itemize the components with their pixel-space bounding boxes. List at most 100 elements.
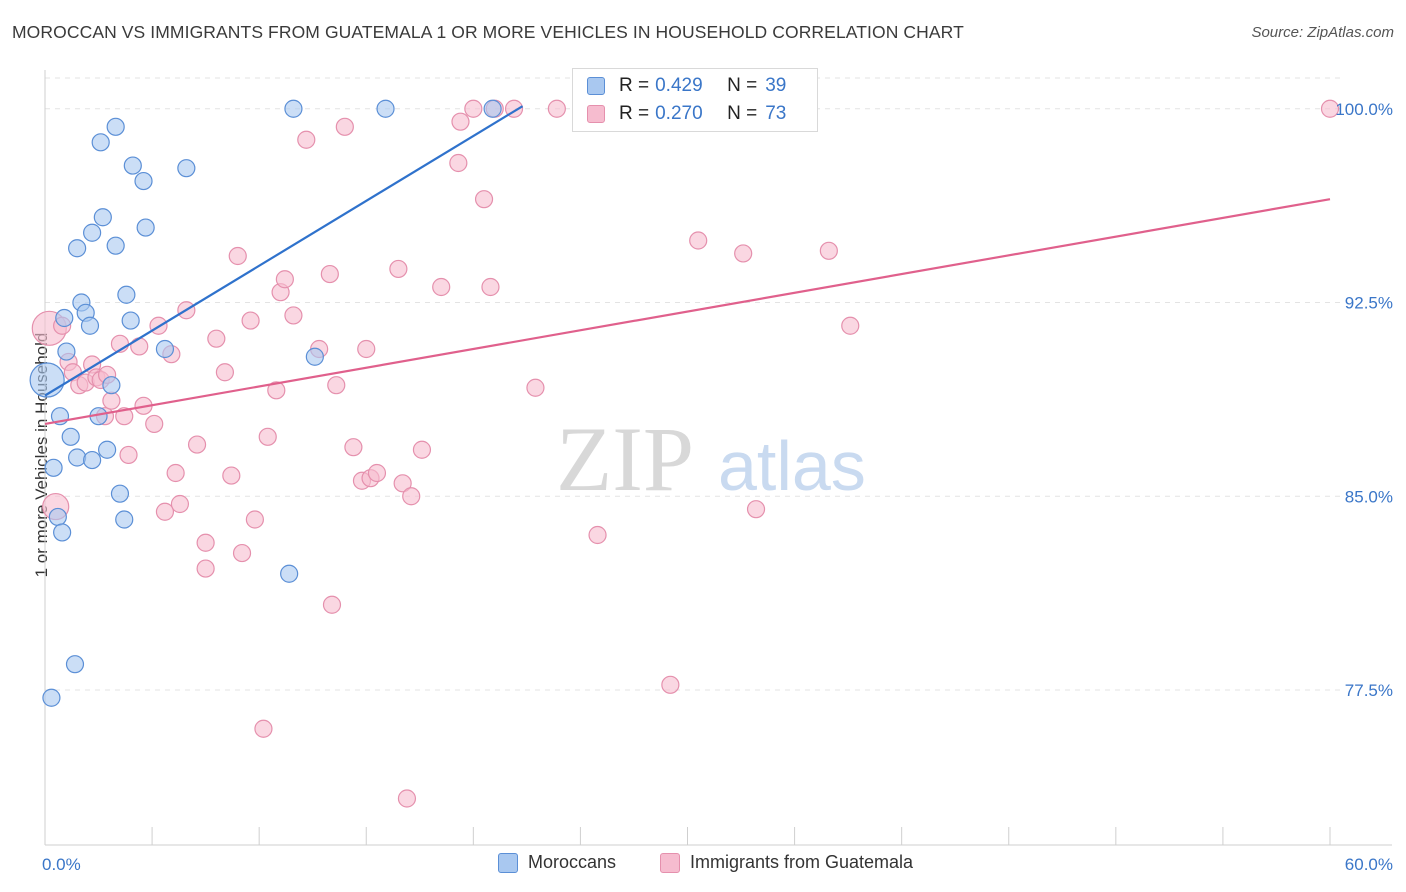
legend-label-guatemala: Immigrants from Guatemala: [690, 852, 914, 872]
legend-r-label: R =: [619, 75, 650, 96]
trend-lines: [44, 105, 1331, 426]
guatemala-point: [464, 99, 483, 118]
guatemala-point: [746, 500, 766, 519]
watermark-atlas: atlas: [718, 427, 866, 505]
moroccan-point: [61, 427, 80, 446]
watermark: ZIP atlas: [556, 408, 866, 510]
legend-item-guatemala[interactable]: Immigrants from Guatemala: [660, 852, 913, 873]
legend-n-value: 39: [765, 75, 787, 96]
moroccan-point: [106, 236, 125, 255]
guatemala-point: [187, 435, 207, 454]
guatemala-point: [258, 427, 277, 446]
guatemala-point: [196, 559, 215, 578]
moroccan-point: [121, 311, 140, 330]
legend-r-value: 0.270: [655, 103, 703, 124]
moroccan-point: [57, 342, 76, 361]
guatemala-point: [335, 117, 354, 136]
guatemala-point: [228, 246, 247, 266]
guatemala-point: [451, 112, 470, 131]
moroccan-point: [102, 376, 121, 395]
guatemala-point: [526, 378, 545, 397]
guatemala-point: [166, 463, 185, 483]
legend-n-value: 73: [765, 103, 787, 124]
grid-layer: [45, 77, 1340, 691]
guatemala-point: [254, 719, 273, 738]
moroccan-point: [68, 448, 87, 467]
moroccan-point: [177, 159, 196, 178]
y-tick-label: 92.5%: [1345, 294, 1393, 313]
y-tick-label: 77.5%: [1345, 681, 1393, 700]
moroccan-point: [98, 440, 117, 459]
guatemala-point: [241, 311, 260, 330]
guatemala-point: [819, 241, 838, 260]
y-tick-label: 100.0%: [1335, 100, 1393, 119]
moroccan-point: [106, 117, 125, 136]
moroccan-point: [83, 223, 102, 242]
guatemala-point: [102, 391, 121, 410]
source-label: Source: ZipAtlas.com: [1251, 24, 1394, 41]
guatemala-point: [689, 231, 708, 250]
guatemala-point: [734, 244, 753, 263]
legend-swatch-guatemala: [660, 852, 680, 873]
guatemala-point: [357, 339, 376, 359]
moroccan-point: [29, 362, 65, 398]
legend-n-label: N =: [727, 75, 758, 96]
moroccan-point: [65, 655, 85, 674]
moroccan-point: [136, 218, 155, 237]
moroccan-point: [115, 510, 134, 529]
guatemala-point: [275, 270, 294, 289]
guatemala-point: [196, 533, 215, 552]
y-tick-label: 85.0%: [1345, 487, 1393, 506]
axes: [44, 70, 1392, 846]
guatemala-point: [449, 153, 468, 173]
trend-line-moroccans: [44, 105, 524, 397]
guatemala-point: [327, 376, 346, 395]
moroccan-point: [91, 133, 110, 152]
legend-swatch-guatemala: [587, 105, 605, 123]
moroccan-point: [42, 688, 61, 707]
moroccan-point: [123, 156, 142, 175]
guatemala-point: [588, 525, 607, 545]
guatemala-point: [284, 306, 303, 325]
moroccan-point: [55, 308, 74, 328]
x-tick-label-min: 0.0%: [42, 855, 81, 874]
guatemala-point: [130, 337, 149, 356]
series-legend: Moroccans Immigrants from Guatemala: [0, 852, 1406, 876]
guatemala-point: [322, 595, 342, 614]
guatemala-point: [661, 675, 680, 694]
guatemala-point: [547, 99, 566, 118]
trend-line-guatemala: [44, 198, 1331, 426]
moroccan-point: [93, 208, 112, 227]
moroccan-point: [284, 99, 303, 118]
moroccan-point: [44, 458, 63, 477]
series-moroccans-points: [29, 99, 502, 707]
chart-title: MOROCCAN VS IMMIGRANTS FROM GUATEMALA 1 …: [12, 22, 964, 42]
moroccan-point: [155, 339, 175, 359]
legend-n-label: N =: [727, 103, 758, 124]
moroccan-point: [376, 99, 395, 118]
guatemala-point: [344, 438, 363, 457]
moroccan-point: [110, 484, 130, 503]
stats-legend: R = 0.429 N = 39 R = 0.270 N = 73: [572, 68, 818, 132]
guatemala-point: [393, 474, 412, 493]
guatemala-point: [841, 316, 860, 335]
guatemala-point: [432, 277, 451, 297]
legend-row-guatemala: R = 0.270 N = 73: [587, 103, 786, 125]
guatemala-point: [145, 414, 164, 434]
moroccan-point: [68, 239, 87, 258]
guatemala-point: [232, 543, 252, 563]
legend-swatch-moroccans: [498, 852, 518, 873]
legend-swatch-moroccans: [587, 77, 605, 95]
guatemala-point: [119, 445, 138, 465]
guatemala-point: [402, 487, 421, 506]
moroccan-point: [483, 99, 502, 118]
watermark-zip: ZIP: [556, 408, 694, 510]
moroccan-point: [53, 523, 72, 542]
moroccan-point: [280, 564, 299, 583]
guatemala-point: [412, 440, 432, 459]
legend-item-moroccans[interactable]: Moroccans: [498, 852, 616, 873]
moroccan-point: [80, 316, 100, 335]
legend-row-moroccans: R = 0.429 N = 39: [587, 75, 786, 97]
guatemala-point: [481, 277, 500, 297]
